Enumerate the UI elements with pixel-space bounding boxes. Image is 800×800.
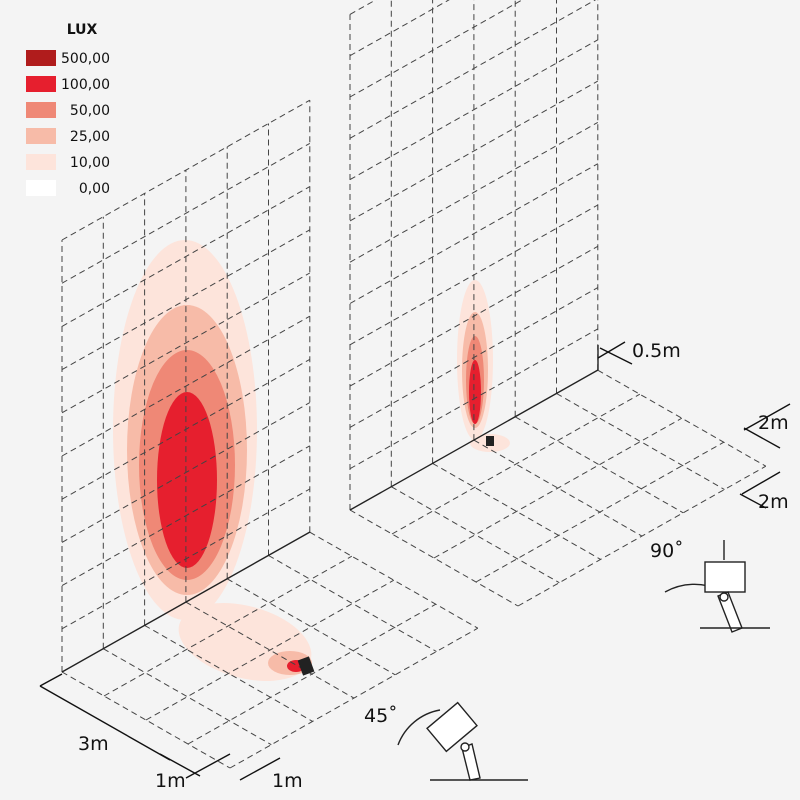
grid-line bbox=[597, 369, 767, 467]
dimension-label: 1m bbox=[155, 770, 186, 792]
grid-line bbox=[349, 245, 599, 387]
legend-label: 50,00 bbox=[70, 103, 110, 119]
grid-line bbox=[432, 462, 601, 560]
grid-line bbox=[61, 671, 231, 769]
grid-line bbox=[349, 204, 599, 346]
grid-line bbox=[61, 272, 311, 414]
grid-line bbox=[391, 486, 560, 584]
grid-line bbox=[61, 99, 311, 241]
grid-line bbox=[226, 578, 396, 676]
grid-line bbox=[349, 163, 599, 304]
grid-line bbox=[349, 39, 599, 181]
grid-line bbox=[349, 287, 599, 428]
legend: 500,00 100,00 50,00 25,00 10,00 0,00 bbox=[26, 50, 110, 197]
legend-swatch bbox=[26, 180, 56, 196]
grid-line bbox=[475, 441, 725, 583]
grid-line bbox=[349, 121, 599, 263]
grid-line bbox=[391, 393, 641, 535]
grid-line bbox=[187, 603, 437, 745]
grid-line bbox=[61, 142, 311, 284]
grid-line bbox=[144, 624, 313, 722]
dimension-label: 3m bbox=[78, 733, 109, 755]
grid-line bbox=[103, 555, 353, 697]
grid-line bbox=[349, 80, 599, 222]
grid-line bbox=[61, 229, 311, 371]
legend-swatch bbox=[26, 76, 56, 92]
fixture-90 bbox=[664, 540, 770, 633]
legend-swatch bbox=[26, 102, 56, 118]
legend-swatch bbox=[26, 128, 56, 144]
grid-line bbox=[185, 601, 355, 699]
grid-line bbox=[103, 648, 272, 746]
grid-line bbox=[349, 0, 597, 139]
grid-line bbox=[61, 186, 311, 327]
grid-line bbox=[514, 416, 684, 514]
grid-line bbox=[349, 509, 519, 607]
grid-line bbox=[61, 315, 311, 457]
grid-line bbox=[61, 358, 311, 500]
grid-line bbox=[61, 402, 311, 543]
grid-line bbox=[349, 328, 599, 470]
dimension-lines bbox=[39, 341, 791, 781]
legend-label: 0,00 bbox=[79, 181, 110, 197]
grid-line bbox=[517, 465, 767, 607]
lux-area bbox=[469, 360, 481, 424]
angle-label: 90˚ bbox=[650, 540, 684, 562]
grid-line bbox=[268, 555, 437, 652]
small-fixtures bbox=[297, 436, 494, 676]
angle-label: 45˚ bbox=[364, 705, 398, 727]
grid-line bbox=[309, 531, 479, 629]
grid-line bbox=[61, 445, 311, 587]
grids bbox=[61, 0, 767, 769]
fixture-45 bbox=[397, 701, 528, 781]
legend-label: 25,00 bbox=[70, 129, 110, 145]
grid-line bbox=[556, 393, 725, 490]
grid-line bbox=[473, 439, 643, 537]
legend-swatch bbox=[26, 154, 56, 170]
legend-swatch bbox=[26, 50, 56, 66]
legend-label: 100,00 bbox=[61, 77, 110, 93]
legend-title: LUX bbox=[67, 22, 98, 38]
legend-label: 10,00 bbox=[70, 155, 110, 171]
dimension-label: 0.5m bbox=[632, 340, 681, 362]
grid-line bbox=[229, 627, 479, 769]
grid-line bbox=[349, 0, 523, 98]
dimension-label: 2m bbox=[758, 412, 789, 434]
grid-line bbox=[145, 579, 395, 721]
dimension-label: 1m bbox=[272, 770, 303, 792]
lux-area bbox=[157, 392, 217, 568]
legend-label: 500,00 bbox=[61, 51, 110, 67]
grid-line bbox=[61, 488, 311, 630]
dimension-label: 2m bbox=[758, 491, 789, 513]
grid-line bbox=[433, 417, 683, 559]
